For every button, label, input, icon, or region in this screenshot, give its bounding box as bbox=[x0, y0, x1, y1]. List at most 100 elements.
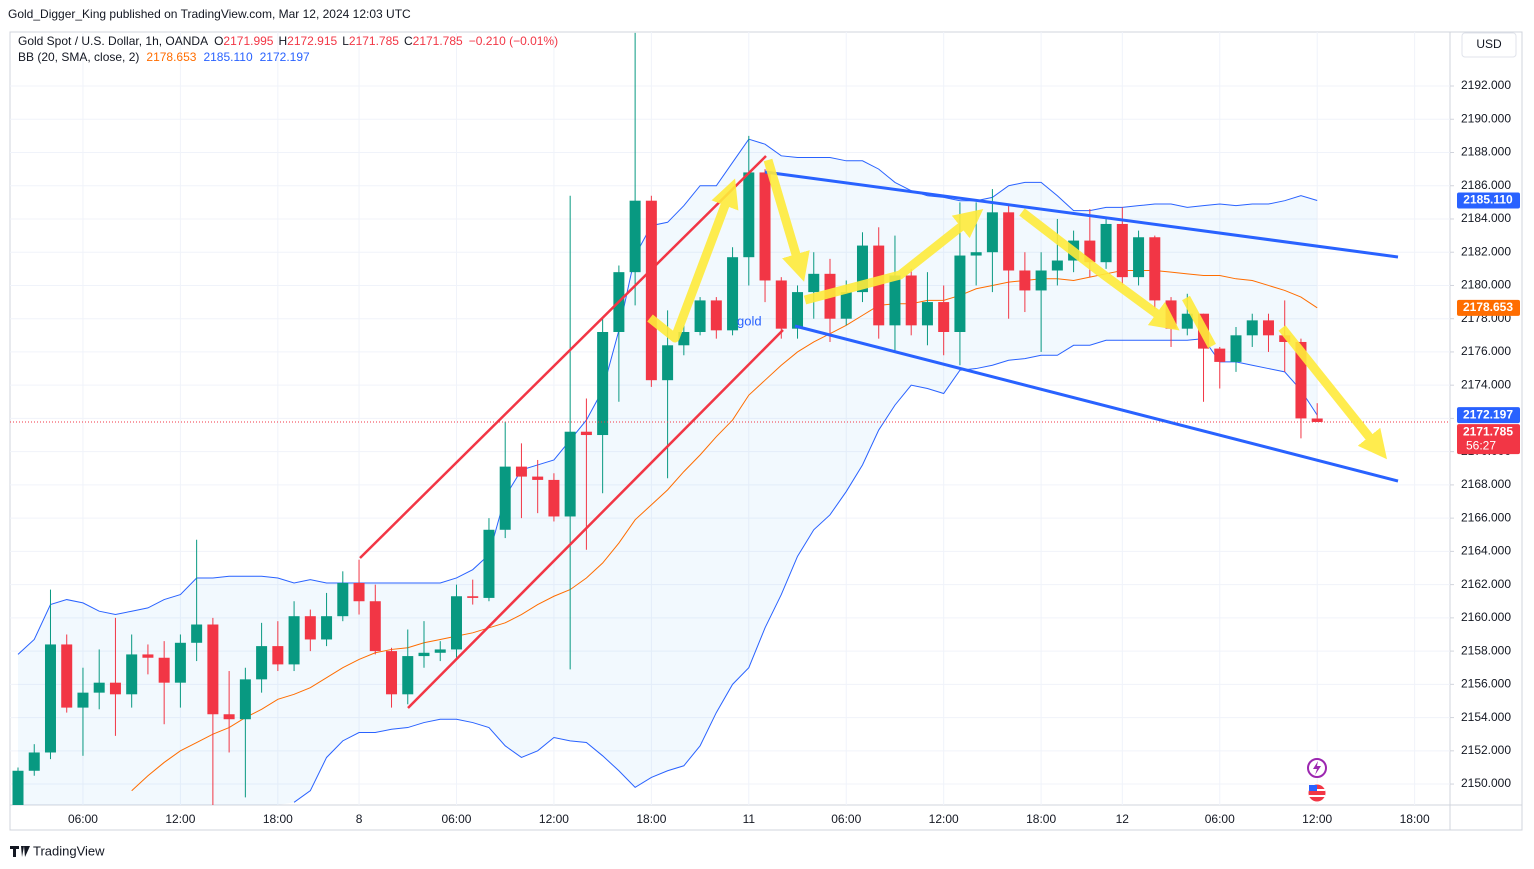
candle-body bbox=[191, 624, 203, 643]
price-tag bbox=[1457, 407, 1520, 424]
x-tick-label: 06:00 bbox=[441, 812, 471, 826]
x-tick-label: 18:00 bbox=[263, 812, 293, 826]
candle-body bbox=[12, 770, 24, 805]
symbol: Gold Spot / U.S. Dollar, 1h, OANDA bbox=[18, 34, 208, 48]
candle-body bbox=[1003, 212, 1015, 271]
annotation: gold bbox=[737, 313, 762, 328]
candle-body bbox=[1279, 335, 1291, 342]
candle-body bbox=[597, 331, 609, 436]
y-tick-label: 2160.000 bbox=[1461, 610, 1511, 624]
candle-body bbox=[272, 646, 284, 665]
candle-body bbox=[207, 624, 219, 715]
candle-body bbox=[467, 596, 479, 598]
currency-button[interactable] bbox=[1461, 32, 1517, 58]
y-tick-label: 2176.000 bbox=[1461, 344, 1511, 358]
x-tick-label: 12:00 bbox=[929, 812, 959, 826]
arrow bbox=[1278, 325, 1387, 460]
candle-body bbox=[792, 292, 804, 329]
candle-body bbox=[1100, 223, 1112, 263]
footer: TradingView bbox=[33, 843, 105, 858]
y-tick-label: 2192.000 bbox=[1461, 78, 1511, 92]
x-tick-label: 06:00 bbox=[68, 812, 98, 826]
y-tick-label: 2168.000 bbox=[1461, 477, 1511, 491]
candle-body bbox=[158, 657, 170, 683]
candle-body bbox=[970, 252, 982, 256]
candle-body bbox=[142, 654, 154, 658]
candle-body bbox=[889, 275, 901, 326]
ohlc-value: 2172.915 bbox=[287, 34, 337, 48]
legend-line: Gold Spot / U.S. Dollar, 1h, OANDA O2171.… bbox=[18, 34, 558, 48]
candle-body bbox=[239, 679, 251, 720]
candle-body bbox=[1149, 237, 1161, 301]
trend-line bbox=[764, 170, 1399, 259]
candle-body bbox=[418, 652, 430, 657]
band-line bbox=[17, 138, 1318, 655]
price-tag bbox=[1457, 299, 1520, 316]
candle-body bbox=[386, 651, 398, 695]
candle-body bbox=[499, 466, 511, 530]
price-tag-label: 2185.110 bbox=[1463, 193, 1513, 207]
x-tick-label: 18:00 bbox=[1400, 812, 1430, 826]
candle-body bbox=[694, 300, 706, 332]
candle-body bbox=[1214, 348, 1226, 362]
candle-body bbox=[1116, 223, 1128, 278]
chart-frame bbox=[9, 31, 1523, 831]
candle-body bbox=[28, 752, 40, 771]
candle-body bbox=[1311, 418, 1323, 422]
candle-body bbox=[840, 292, 852, 319]
indicator-value: 2185.110 bbox=[203, 50, 252, 64]
y-tick-label: 2174.000 bbox=[1461, 377, 1511, 391]
candle-body bbox=[921, 302, 933, 326]
candle-body bbox=[353, 582, 365, 602]
x-tick-label: 18:00 bbox=[636, 812, 666, 826]
price-tag bbox=[1457, 424, 1520, 455]
ohlc-label: L bbox=[342, 34, 349, 48]
candle-body bbox=[775, 280, 787, 329]
candle-body bbox=[109, 682, 121, 695]
candle-body bbox=[1246, 320, 1258, 336]
y-tick-label: 2188.000 bbox=[1461, 145, 1511, 159]
candle-body bbox=[369, 601, 381, 652]
candle-body bbox=[678, 331, 690, 346]
y-tick-label: 2166.000 bbox=[1461, 510, 1511, 524]
y-tick-label: 2154.000 bbox=[1461, 710, 1511, 724]
candle-body bbox=[288, 616, 300, 665]
candle-body bbox=[402, 656, 414, 695]
arrow bbox=[1182, 295, 1216, 349]
arrow bbox=[1019, 208, 1180, 331]
candle-body bbox=[126, 654, 138, 695]
candle-body bbox=[256, 646, 268, 680]
legend: Gold Spot / U.S. Dollar, 1h, OANDA O2171.… bbox=[18, 34, 558, 64]
arrow bbox=[763, 158, 810, 282]
currency[interactable]: USD bbox=[1476, 37, 1502, 51]
trend-line bbox=[359, 155, 767, 559]
x-tick-label: 12:00 bbox=[539, 812, 569, 826]
y-tick-label: 2156.000 bbox=[1461, 677, 1511, 691]
candle-body bbox=[1035, 270, 1047, 291]
candle-body bbox=[710, 300, 722, 331]
header: Gold_Digger_King published on TradingVie… bbox=[8, 7, 411, 21]
indicator: BB (20, SMA, close, 2) bbox=[18, 50, 139, 64]
x-tick-label: 12:00 bbox=[165, 812, 195, 826]
candle-body bbox=[44, 644, 56, 753]
candle-body bbox=[759, 172, 771, 281]
event-flag-stripe bbox=[1309, 795, 1325, 797]
candle-body bbox=[727, 257, 739, 331]
candle-body bbox=[1230, 335, 1242, 362]
candle-body bbox=[1019, 270, 1031, 291]
trend-line bbox=[794, 324, 1399, 483]
arrow bbox=[647, 178, 739, 343]
indicator-value: 2172.197 bbox=[260, 50, 310, 64]
candle-body bbox=[304, 616, 316, 640]
candle-body bbox=[645, 200, 657, 381]
y-tick-label: 2152.000 bbox=[1461, 743, 1511, 757]
candle-body bbox=[77, 692, 89, 708]
y-tick-label: 2184.000 bbox=[1461, 211, 1511, 225]
y-tick-label: 2186.000 bbox=[1461, 178, 1511, 192]
logo bbox=[10, 846, 30, 857]
candle-body bbox=[856, 245, 868, 293]
price-tag-label: 2172.197 bbox=[1463, 407, 1513, 421]
